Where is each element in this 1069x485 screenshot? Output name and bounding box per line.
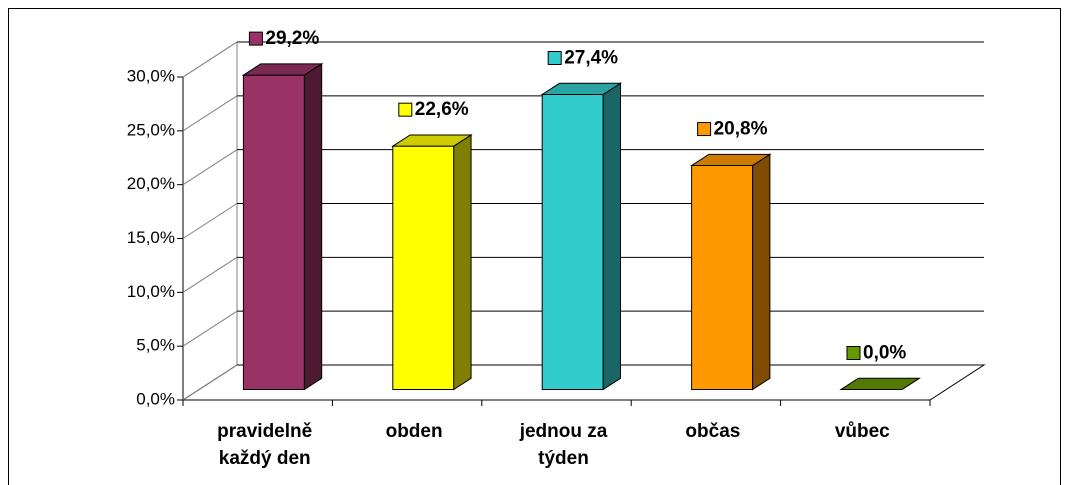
grid-line-side: [182, 256, 238, 293]
grid-line-side: [182, 310, 238, 347]
bar: [540, 82, 623, 391]
legend-key: [846, 346, 861, 360]
bar-front: [242, 74, 305, 390]
value-label: 20,8%: [714, 119, 768, 140]
value-label: 0,0%: [863, 343, 906, 364]
x-tick-label: pravidelně každý den: [217, 421, 313, 469]
grid-line-side: [182, 149, 238, 186]
bar: [839, 377, 921, 390]
legend-key: [398, 102, 413, 117]
bar-top: [839, 377, 921, 390]
legend-key: [697, 122, 712, 137]
bar-front: [392, 145, 455, 390]
bar-side: [453, 134, 472, 391]
y-tick-label: 15,0%: [127, 228, 175, 247]
legend-key: [547, 50, 562, 65]
x-tick-label: občas: [685, 421, 741, 442]
bar: [689, 153, 772, 391]
grid-line-side: [182, 41, 238, 78]
bar-top: [540, 82, 623, 95]
legend-key: [248, 31, 263, 46]
bar: [241, 62, 324, 391]
x-tick-label: jednou za týden: [519, 421, 608, 469]
bar-side: [303, 62, 323, 391]
bar-side: [752, 153, 771, 391]
bar-side: [602, 82, 621, 391]
value-label: 27,4%: [564, 48, 618, 69]
y-tick-label: 20,0%: [127, 174, 175, 193]
bar-top: [241, 63, 324, 76]
y-tick-label: 30,0%: [127, 66, 175, 85]
grid-line-side: [182, 95, 238, 132]
bar-front: [541, 93, 604, 390]
x-tick-label: obden: [385, 421, 443, 442]
bar: [391, 134, 473, 391]
y-tick-label: 10,0%: [127, 282, 175, 301]
value-label: 29,2%: [265, 28, 319, 49]
grid-line-side: [182, 364, 238, 401]
value-label: 22,6%: [415, 99, 469, 120]
bar-top: [391, 134, 473, 147]
y-tick-label: 0,0%: [136, 389, 175, 408]
bar-front: [691, 165, 754, 390]
chart-border: [8, 8, 1061, 485]
y-tick-label: 25,0%: [127, 120, 175, 139]
bar-top: [689, 153, 772, 167]
grid-line-side: [182, 203, 238, 239]
y-tick-label: 5,0%: [136, 336, 175, 355]
x-tick-label: vůbec: [834, 421, 890, 442]
